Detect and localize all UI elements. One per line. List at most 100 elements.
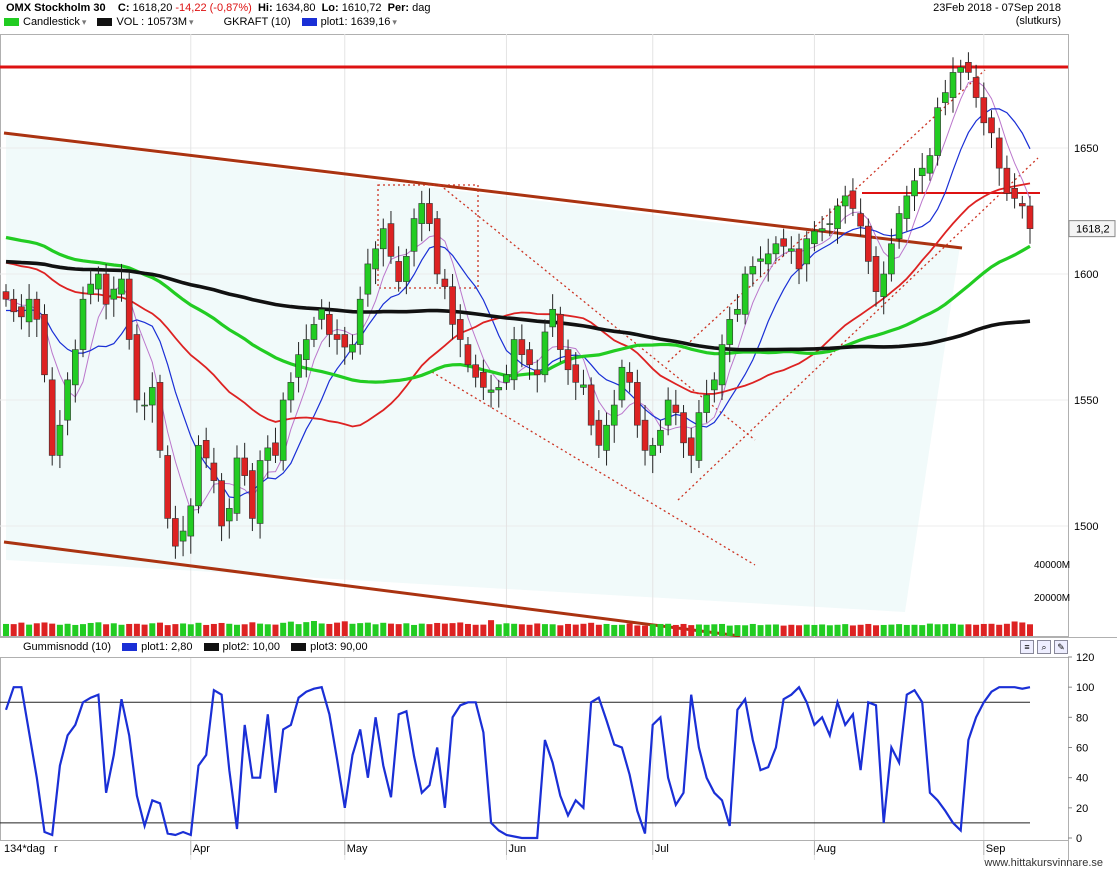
volume-bar xyxy=(141,624,148,636)
volume-bar xyxy=(726,625,733,636)
legend-item-ind-plot3[interactable]: plot3: 90,00 xyxy=(291,641,368,653)
candle-body xyxy=(726,319,734,345)
candle-body xyxy=(241,457,248,476)
candle-body xyxy=(610,404,618,426)
table-icon[interactable]: ≡ xyxy=(1020,640,1034,654)
volume-bar xyxy=(103,624,110,636)
volume-bar xyxy=(957,624,964,636)
volume-bar xyxy=(1019,622,1026,636)
chevron-down-icon[interactable]: ▾ xyxy=(188,17,194,27)
volume-bar xyxy=(742,625,749,636)
volume-bar xyxy=(950,623,957,636)
candle-body xyxy=(1019,203,1026,207)
volume-bar xyxy=(133,623,140,636)
candle-body xyxy=(657,429,664,446)
candle-body xyxy=(580,384,587,388)
candle-body xyxy=(503,374,510,383)
zoom-icon[interactable]: ⌕ xyxy=(1037,640,1051,654)
ma-50-line xyxy=(5,235,1031,384)
indicator-tick-label: 40 xyxy=(1076,773,1088,785)
candle-body xyxy=(680,412,687,444)
candle-body xyxy=(926,155,934,174)
candle-body xyxy=(865,225,872,262)
volume-bar xyxy=(919,625,926,636)
indicator-tick-label: 100 xyxy=(1076,682,1094,694)
candle-body xyxy=(418,203,426,224)
date-range-text: 23Feb 2018 - 07Sep 2018 xyxy=(933,2,1061,14)
candle-body xyxy=(110,288,118,300)
candle-body xyxy=(510,339,518,381)
volume-bar xyxy=(87,622,94,636)
candle-body xyxy=(818,228,826,232)
indicator-tick-label: 80 xyxy=(1076,712,1088,724)
legend-item-plot1[interactable]: plot1: 1639,16 ▾ xyxy=(301,16,397,28)
indicator-pane-frame xyxy=(0,657,1069,841)
settings-icon[interactable]: ✎ xyxy=(1054,640,1068,654)
y-tick-label: 1500 xyxy=(1074,521,1098,533)
candle-body xyxy=(1026,205,1034,229)
candle-body xyxy=(333,334,341,340)
candle-body xyxy=(295,354,302,378)
volume-bar xyxy=(880,624,887,636)
volume-bar xyxy=(488,620,495,636)
legend-item-gummisnodd[interactable]: Gummisnodd (10) xyxy=(4,641,111,653)
last-price-tag xyxy=(1068,220,1116,238)
legend-label: VOL : 10573M xyxy=(116,16,187,28)
quote-line: OMX Stockholm 30 C: 1618,20 -14,22 (-0,8… xyxy=(6,2,430,14)
chevron-down-icon[interactable]: ▾ xyxy=(81,17,87,27)
volume-bar xyxy=(395,624,402,636)
legend-item-volume[interactable]: VOL : 10573M ▾ xyxy=(97,16,194,28)
volume-tick-label: 20000M xyxy=(1034,593,1070,604)
ma-10-line xyxy=(6,108,1031,499)
candle-body xyxy=(549,308,556,328)
candle-body xyxy=(495,387,503,391)
volume-bar xyxy=(534,623,541,636)
volume-bar xyxy=(611,624,618,636)
legend-item-gkraft[interactable]: GKRAFT (10) xyxy=(204,16,291,28)
candle-body xyxy=(895,213,903,240)
candle-body xyxy=(826,223,834,225)
candle-body xyxy=(811,230,818,245)
candle-body xyxy=(849,190,857,209)
volume-bar xyxy=(703,624,710,636)
candle-body xyxy=(757,258,764,262)
x-tick-label: r xyxy=(54,843,58,855)
candle-body xyxy=(972,77,980,98)
candle-body xyxy=(903,195,911,219)
candle-body xyxy=(487,389,495,393)
period-label: Per: xyxy=(387,2,410,14)
candle-body xyxy=(456,319,464,340)
volume-bar xyxy=(287,621,294,636)
indicator-tick-label: 120 xyxy=(1076,652,1094,664)
volume-bar xyxy=(911,624,918,636)
ma-5-line xyxy=(5,79,1031,511)
candle-body xyxy=(210,462,218,481)
ind-plot3-swatch xyxy=(291,643,307,652)
lo-label: Lo: xyxy=(321,2,339,14)
candle-body xyxy=(302,339,310,360)
volume-bar xyxy=(156,622,163,636)
volume-bar xyxy=(541,624,548,636)
volume-bar xyxy=(772,624,779,636)
legend-item-ind-plot1[interactable]: plot1: 2,80 xyxy=(122,641,192,653)
volume-bar xyxy=(595,624,602,636)
candle-body xyxy=(557,314,564,350)
x-tick-label: Jul xyxy=(655,843,669,855)
ma-30-line xyxy=(5,182,1031,428)
legend-label: plot1: 2,80 xyxy=(141,641,193,653)
volume-bar xyxy=(249,622,256,636)
candle-body xyxy=(703,394,710,413)
volume-bar xyxy=(318,623,325,636)
candle-body xyxy=(202,440,210,459)
volume-bar xyxy=(988,623,995,636)
volume-bar xyxy=(226,623,233,636)
volume-bar xyxy=(303,622,310,636)
volume-bar xyxy=(996,624,1003,636)
legend-item-candlestick[interactable]: Candlestick ▾ xyxy=(4,16,86,28)
volume-bar xyxy=(896,624,903,636)
up-channel-top xyxy=(667,69,986,363)
candle-body xyxy=(379,228,387,250)
chevron-down-icon[interactable]: ▾ xyxy=(392,17,397,27)
legend-item-ind-plot2[interactable]: plot2: 10,00 xyxy=(203,641,280,653)
